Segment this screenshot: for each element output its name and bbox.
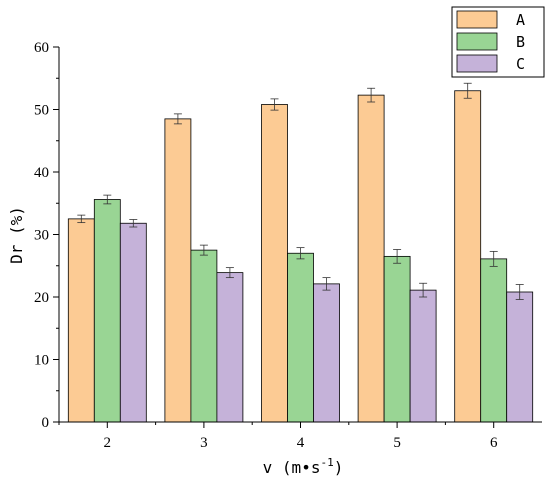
bar-A-4 [261, 104, 288, 423]
bar-A-6 [454, 90, 482, 423]
x-axis-title-close: ) [334, 458, 344, 477]
bar-B-5 [383, 255, 411, 423]
bar-C-2 [119, 222, 147, 423]
legend: ABC [451, 6, 545, 78]
x-tick-label-4: 4 [297, 435, 305, 451]
y-tick-label-10: 10 [34, 353, 49, 369]
y-axis-title: Dr (%) [7, 206, 26, 264]
legend-swatch-C [456, 54, 498, 73]
bar-C-6 [506, 291, 534, 423]
x-axis-title-main: v (m•s [263, 458, 321, 477]
legend-label-A: A [516, 11, 525, 29]
bar-C-3 [216, 272, 244, 423]
bar-C-5 [409, 289, 437, 423]
bar-A-5 [357, 94, 385, 423]
y-tick-label-60: 60 [34, 40, 49, 56]
bars-layer [67, 82, 534, 423]
legend-swatch-A [456, 10, 498, 29]
legend-label-B: B [516, 33, 525, 51]
bar-B-2 [93, 199, 121, 423]
bar-B-3 [190, 249, 218, 423]
y-tick-label-30: 30 [34, 228, 49, 244]
y-tick-label-20: 20 [34, 290, 49, 306]
x-tick-label-5: 5 [393, 435, 401, 451]
x-axis-title-superscript: -1 [320, 456, 333, 469]
x-tick-label-6: 6 [490, 435, 498, 451]
y-tick-label-40: 40 [34, 165, 49, 181]
y-tick-label-50: 50 [34, 103, 49, 119]
bar-A-2 [67, 218, 95, 423]
bar-B-4 [287, 252, 314, 423]
x-axis-title: v (m•s-1) [263, 456, 344, 477]
legend-swatch-B [456, 32, 498, 51]
axes-layer: 0 10 20 30 40 50 60 2 3 4 5 6 [34, 40, 542, 451]
legend-label-C: C [516, 55, 525, 73]
x-tick-label-2: 2 [104, 435, 112, 451]
x-tick-label-3: 3 [200, 435, 208, 451]
bar-B-6 [480, 258, 508, 423]
bar-A-3 [164, 118, 192, 423]
y-tick-label-0: 0 [42, 415, 50, 431]
bar-C-4 [313, 283, 340, 423]
